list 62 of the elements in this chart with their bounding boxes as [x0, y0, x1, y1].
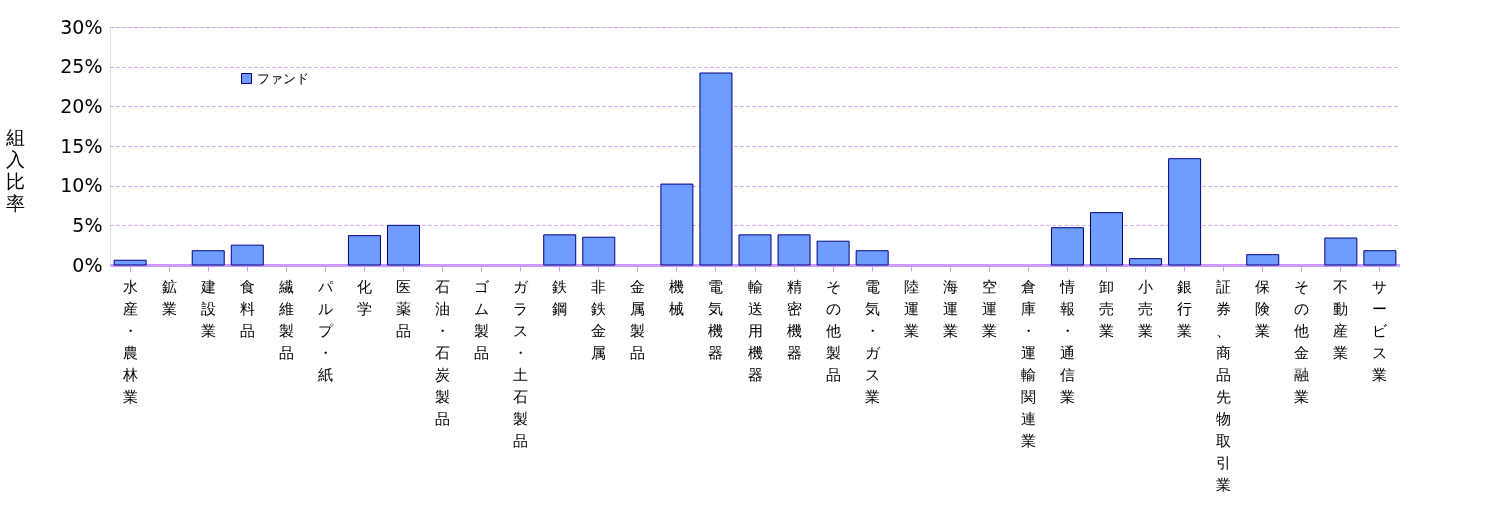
x-tick-label: 水産・農林業 — [121, 277, 138, 406]
x-tick-label: 情報・通信業 — [1058, 277, 1075, 406]
bar — [1050, 227, 1084, 266]
x-tick-label: 保険業 — [1255, 277, 1271, 340]
x-tick-label: 電気機器 — [708, 277, 724, 362]
bar — [191, 250, 225, 266]
y-tick-label: 5% — [72, 213, 103, 236]
x-tick-label: 海運業 — [942, 277, 958, 340]
bar — [1129, 258, 1163, 266]
bar — [347, 235, 381, 266]
bar — [1090, 212, 1123, 266]
x-tick-label: 空運業 — [981, 277, 997, 340]
x-tick-label: 金属製品 — [630, 277, 646, 362]
x-tick-label: 機械 — [669, 277, 685, 318]
y-tick-label: 0% — [72, 253, 103, 276]
x-tick-label: 繊維製品 — [277, 277, 294, 362]
x-tick-label: 食料品 — [239, 277, 255, 340]
x-tick-label: 石油・石炭製品 — [435, 277, 451, 428]
x-tick-label: その他製品 — [825, 277, 841, 384]
x-tick-label: パルプ・紙 — [316, 277, 334, 384]
category-label: 証券、商品先物取引業 — [1216, 277, 1232, 494]
x-tick-label: 陸運業 — [903, 277, 919, 340]
x-tick-label: 電気・ガス業 — [864, 277, 881, 406]
bar — [113, 259, 147, 266]
x-tick-label: 鉱業 — [161, 277, 177, 318]
bar — [1324, 237, 1358, 266]
x-tick-label: 卸売業 — [1099, 277, 1114, 340]
x-tick-label: 非鉄金属 — [591, 277, 607, 362]
x-tick-label: 銀行業 — [1177, 277, 1193, 340]
bar — [1363, 250, 1397, 266]
x-tick-label: 不動産業 — [1333, 277, 1349, 362]
x-tick-label: ガラス・土石製品 — [513, 277, 530, 450]
y-tick-label: 10% — [60, 174, 103, 197]
bar — [1168, 158, 1202, 266]
x-tick-label: 建設業 — [199, 277, 216, 340]
x-tick-label: 鉄鋼 — [552, 277, 568, 318]
x-tick-label: 倉庫・運輸関連業 — [1020, 277, 1036, 450]
bar — [387, 224, 420, 266]
y-tick-label: 20% — [60, 94, 103, 117]
bar — [777, 234, 811, 266]
x-tick-label: サービス業 — [1372, 277, 1389, 384]
bar — [699, 72, 733, 266]
y-tick-label: 30% — [60, 15, 103, 38]
bar — [230, 244, 264, 266]
bar — [543, 234, 577, 266]
bar — [1246, 254, 1280, 266]
x-tick-label: その他金融業 — [1294, 277, 1310, 406]
bar — [816, 240, 850, 266]
y-axis-title: 組入比率 — [5, 125, 25, 214]
bar — [660, 183, 694, 266]
x-tick-label: 精密機器 — [786, 277, 802, 362]
legend-label: ファンド — [257, 70, 309, 86]
y-tick-label: 15% — [60, 134, 103, 157]
x-tick-label: 医薬品 — [396, 277, 411, 340]
bar — [855, 250, 889, 266]
y-tick-label: 25% — [60, 55, 103, 78]
x-tick-label: ゴム製品 — [474, 277, 491, 362]
x-tick-label: 輸送用機器 — [747, 277, 763, 384]
x-tick-label: 小売業 — [1138, 277, 1154, 340]
bar — [582, 236, 616, 266]
x-tick-label: 化学 — [356, 277, 372, 318]
bar — [738, 234, 772, 266]
